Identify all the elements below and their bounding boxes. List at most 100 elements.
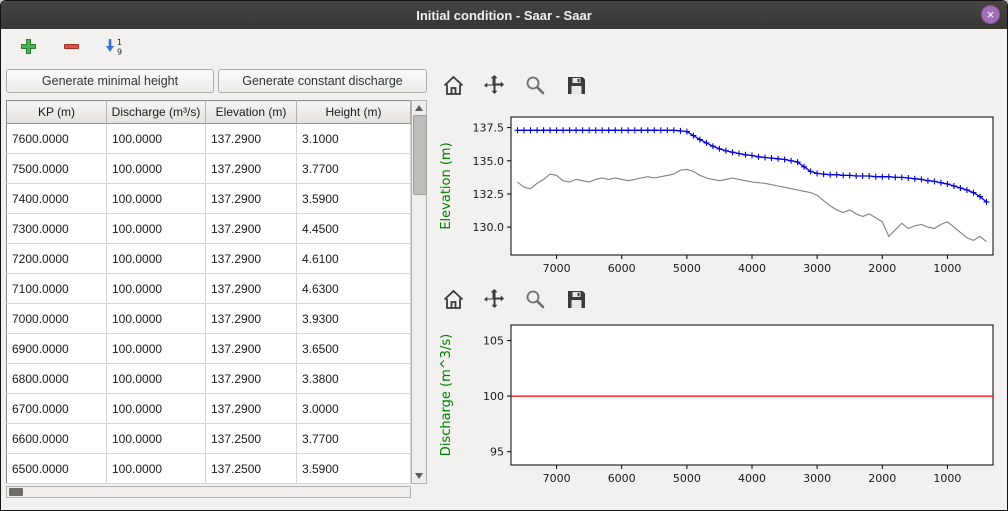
table-cell[interactable]: 137.2900 <box>205 123 297 154</box>
table-cell[interactable]: 137.2900 <box>205 153 297 184</box>
table-row: 7600.0000 100.0000 137.2900 3.1000 <box>6 123 411 154</box>
table-header-row: KP (m) Discharge (m³/s) Elevation (m) Heigh… <box>6 100 411 124</box>
table-cell[interactable]: 100.0000 <box>106 273 206 304</box>
column-header[interactable]: Elevation (m) <box>205 100 297 124</box>
table-cell[interactable]: 100.0000 <box>106 183 206 214</box>
generate-constant-discharge-button[interactable]: Generate constant discharge <box>218 69 427 93</box>
plot1-pan-button[interactable] <box>482 73 506 97</box>
table-cell[interactable]: 7100.0000 <box>6 273 107 304</box>
table-cell[interactable]: 3.7700 <box>296 423 411 454</box>
table-cell[interactable]: 100.0000 <box>106 363 206 394</box>
table-cell[interactable]: 137.2900 <box>205 183 297 214</box>
add-row-button[interactable] <box>16 34 40 58</box>
table-cell[interactable]: 7600.0000 <box>6 123 107 154</box>
svg-text:7000: 7000 <box>543 472 571 485</box>
svg-text:1000: 1000 <box>933 262 961 275</box>
table-cell[interactable]: 7200.0000 <box>6 243 107 274</box>
table-cell[interactable]: 137.2900 <box>205 333 297 364</box>
table-cell[interactable]: 100.0000 <box>106 303 206 334</box>
title-bar[interactable]: Initial condition - Saar - Saar × <box>1 1 1007 29</box>
discharge-plot[interactable]: 7000 6000 5000 4000 3000 2000 1000 105 100 95 Disc… <box>435 315 1001 495</box>
table-cell[interactable]: 137.2900 <box>205 273 297 304</box>
svg-text:105: 105 <box>483 335 504 348</box>
svg-text:2000: 2000 <box>868 262 896 275</box>
discharge-plot-toolbar <box>441 285 588 313</box>
plot-canvas[interactable]: 7000 6000 5000 4000 3000 2000 1000 105 100 95 Disc… <box>435 315 1001 495</box>
table-cell[interactable]: 137.2900 <box>205 303 297 334</box>
table-cell[interactable]: 3.9300 <box>296 303 411 334</box>
table-cell[interactable]: 3.3800 <box>296 363 411 394</box>
plot2-save-button[interactable] <box>564 287 588 311</box>
table-cell[interactable]: 100.0000 <box>106 453 206 484</box>
table-cell[interactable]: 4.6300 <box>296 273 411 304</box>
table-horizontal-scrollbar[interactable] <box>6 486 411 498</box>
table-cell[interactable]: 137.2900 <box>205 243 297 274</box>
main-toolbar: 1 9 <box>1 29 128 63</box>
generate-buttons-row: Generate minimal height Generate constan… <box>6 69 427 93</box>
horizontal-scrollbar-thumb[interactable] <box>9 488 23 496</box>
table-cell[interactable]: 137.2900 <box>205 363 297 394</box>
generate-minimal-height-button[interactable]: Generate minimal height <box>6 69 214 93</box>
table-cell[interactable]: 6700.0000 <box>6 393 107 424</box>
plot2-home-button[interactable] <box>441 287 465 311</box>
plot1-home-button[interactable] <box>441 73 465 97</box>
table-cell[interactable]: 6800.0000 <box>6 363 107 394</box>
table-cell[interactable]: 137.2900 <box>205 393 297 424</box>
table-cell[interactable]: 7500.0000 <box>6 153 107 184</box>
table-cell[interactable]: 6500.0000 <box>6 453 107 484</box>
svg-text:2000: 2000 <box>868 472 896 485</box>
table-cell[interactable]: 137.2500 <box>205 423 297 454</box>
table-cell[interactable]: 3.5900 <box>296 453 411 484</box>
column-header[interactable]: KP (m) <box>6 100 107 124</box>
table-vertical-scrollbar[interactable] <box>411 100 427 484</box>
table-cell[interactable]: 100.0000 <box>106 213 206 244</box>
table-cell[interactable]: 6900.0000 <box>6 333 107 364</box>
table-cell[interactable]: 100.0000 <box>106 333 206 364</box>
zoom-icon <box>526 76 544 94</box>
table-cell[interactable]: 7400.0000 <box>6 183 107 214</box>
home-icon <box>443 289 463 309</box>
table-cell[interactable]: 3.5900 <box>296 183 411 214</box>
column-header[interactable]: Height (m) <box>296 100 411 124</box>
table-cell[interactable]: 3.6500 <box>296 333 411 364</box>
column-header[interactable]: Discharge (m³/s) <box>106 100 206 124</box>
plot-canvas[interactable]: 7000 6000 5000 4000 3000 2000 1000 137.5 135.0 13… <box>435 107 1001 285</box>
plot1-save-button[interactable] <box>564 73 588 97</box>
table-cell[interactable]: 3.0000 <box>296 393 411 424</box>
table-row: 7400.0000 100.0000 137.2900 3.5900 <box>6 183 411 214</box>
table-cell[interactable]: 137.2900 <box>205 213 297 244</box>
table-cell[interactable]: 7300.0000 <box>6 213 107 244</box>
minus-icon <box>63 43 79 49</box>
table-cell[interactable]: 3.1000 <box>296 123 411 154</box>
table-cell[interactable]: 100.0000 <box>106 393 206 424</box>
scroll-down-arrow[interactable] <box>415 473 423 479</box>
remove-row-button[interactable] <box>59 34 83 58</box>
table-cell[interactable]: 100.0000 <box>106 153 206 184</box>
table-cell[interactable]: 100.0000 <box>106 243 206 274</box>
svg-text:95: 95 <box>490 446 504 459</box>
table-cell[interactable]: 7000.0000 <box>6 303 107 334</box>
sort-rows-button[interactable]: 1 9 <box>102 34 128 58</box>
close-button[interactable]: × <box>981 5 1000 24</box>
table-cell[interactable]: 6600.0000 <box>6 423 107 454</box>
plot1-zoom-button[interactable] <box>523 73 547 97</box>
table-cell[interactable]: 3.7700 <box>296 153 411 184</box>
pan-icon <box>483 74 504 94</box>
table-cell[interactable]: 4.6100 <box>296 243 411 274</box>
table-cell[interactable]: 4.4500 <box>296 213 411 244</box>
vertical-scrollbar-thumb[interactable] <box>413 115 427 195</box>
elevation-plot-toolbar <box>441 71 588 99</box>
table-row: 6800.0000 100.0000 137.2900 3.3800 <box>6 363 411 394</box>
table-cell[interactable]: 100.0000 <box>106 123 206 154</box>
svg-text:3000: 3000 <box>803 262 831 275</box>
table-cell[interactable]: 137.2500 <box>205 453 297 484</box>
svg-text:5000: 5000 <box>673 472 701 485</box>
svg-text:137.5: 137.5 <box>473 122 505 135</box>
table-cell[interactable]: 100.0000 <box>106 423 206 454</box>
plot2-pan-button[interactable] <box>482 287 506 311</box>
elevation-plot[interactable]: 7000 6000 5000 4000 3000 2000 1000 137.5 135.0 13… <box>435 107 1001 285</box>
scroll-up-arrow[interactable] <box>415 105 423 111</box>
plot2-zoom-button[interactable] <box>523 287 547 311</box>
svg-text:4000: 4000 <box>738 472 766 485</box>
